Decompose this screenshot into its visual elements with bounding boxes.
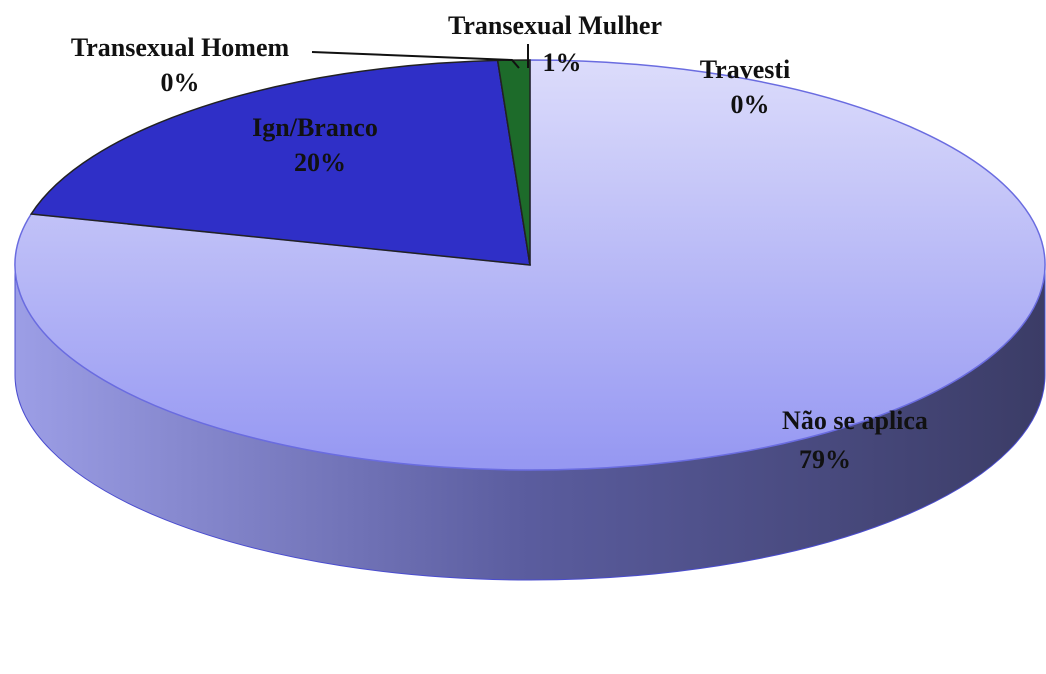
pie (14, 59, 1046, 581)
slice-label: Ign/Branco (252, 113, 378, 142)
leader-line (311, 51, 520, 69)
leader-lines (311, 44, 529, 69)
slice-value-label: 1% (543, 48, 582, 77)
slice-label: Travesti (700, 55, 791, 84)
slice-value-label: 79% (799, 445, 851, 474)
slice (29, 59, 531, 266)
slice-label: Transexual Mulher (448, 11, 662, 40)
slice-value-label: 0% (731, 90, 770, 119)
slice-label: Transexual Homem (71, 33, 290, 62)
slice-value-label: 0% (161, 68, 200, 97)
labels: Travesti 0% Não se aplica 79% Ign/Branco 20% T… (71, 11, 928, 474)
slice-label: Não se aplica (782, 406, 928, 435)
slice-value-label: 20% (294, 148, 346, 177)
